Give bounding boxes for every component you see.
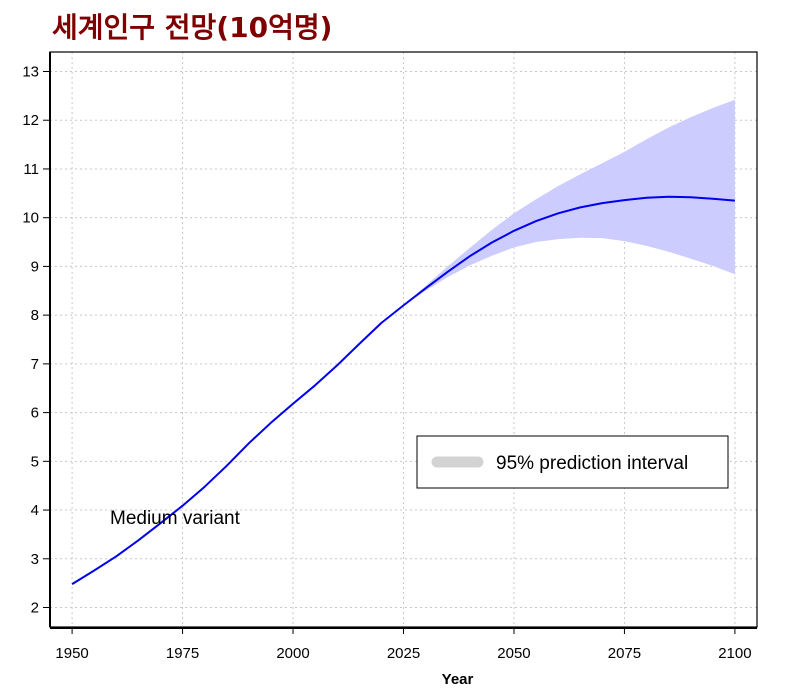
prediction-interval-band	[403, 99, 735, 306]
x-tick-label: 1950	[55, 645, 88, 662]
y-tick-label: 12	[22, 112, 39, 129]
x-tick-label: 2025	[387, 645, 420, 662]
y-tick-label: 7	[31, 356, 39, 373]
y-tick-label: 3	[31, 551, 39, 568]
y-tick-label: 4	[31, 502, 39, 519]
y-tick-label: 5	[31, 453, 39, 470]
axes: 1950 1975 2000 2025 2050 2075 2100 2 3 4 5 6 7 8 9 10 11…	[22, 52, 757, 662]
medium-variant-annotation: Medium variant	[110, 508, 241, 529]
y-tick-label: 2	[31, 600, 39, 617]
grid	[50, 52, 757, 627]
y-tick-label: 13	[22, 63, 39, 80]
legend-label: 95% prediction interval	[496, 453, 688, 474]
y-tick-label: 6	[31, 405, 39, 422]
x-tick-label: 1975	[166, 645, 199, 662]
x-tick-label: 2100	[718, 645, 751, 662]
y-tick-label: 10	[22, 210, 39, 227]
y-tick-label: 8	[31, 307, 39, 324]
legend: 95% prediction interval	[416, 435, 729, 489]
x-tick-label: 2050	[497, 645, 530, 662]
y-tick-label: 11	[23, 161, 39, 178]
median-line-layer	[71, 195, 735, 585]
prediction-interval-band-layer	[403, 99, 735, 306]
y-tick-label: 9	[31, 258, 39, 275]
medium-variant-line	[71, 195, 735, 585]
x-tick-label: 2000	[276, 645, 309, 662]
chart-title: 세계인구 전망(10억명)	[52, 11, 333, 44]
x-axis-title: Year	[442, 671, 474, 688]
x-tick-label: 2075	[608, 645, 641, 662]
